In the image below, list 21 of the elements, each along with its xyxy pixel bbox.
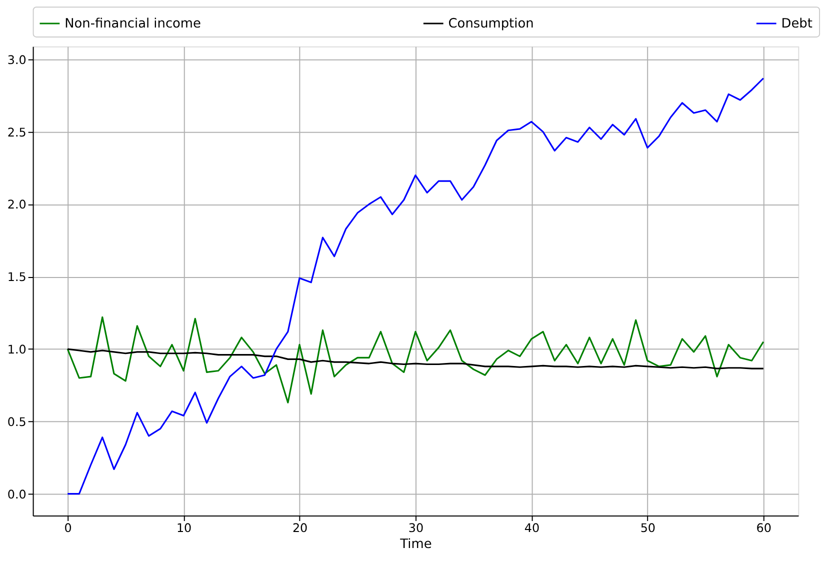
y-tick-label: 3.0: [7, 52, 26, 67]
legend-label: Consumption: [448, 16, 534, 32]
x-tick-label: 50: [640, 520, 656, 535]
legend-label: Debt: [781, 16, 812, 32]
x-tick-label: 40: [524, 520, 540, 535]
y-tick-label: 0.5: [7, 414, 26, 429]
x-tick-label: 0: [64, 520, 72, 535]
y-tick-label: 0.0: [7, 487, 26, 502]
y-tick-label: 1.5: [7, 270, 26, 284]
y-tick-label: 2.0: [7, 198, 26, 212]
line-series: [66, 77, 764, 495]
line-series: [66, 348, 764, 370]
line-series: [66, 316, 764, 404]
y-tick-label: 2.5: [7, 125, 26, 140]
x-tick-label: 60: [756, 520, 772, 535]
x-tick-label: 30: [408, 520, 424, 535]
x-axis-title: Time: [399, 536, 432, 552]
y-tick-label: 1.0: [7, 342, 26, 357]
x-tick-label: 20: [292, 520, 308, 535]
legend-label: Non-financial income: [64, 16, 202, 32]
x-tick-label: 10: [176, 520, 192, 535]
